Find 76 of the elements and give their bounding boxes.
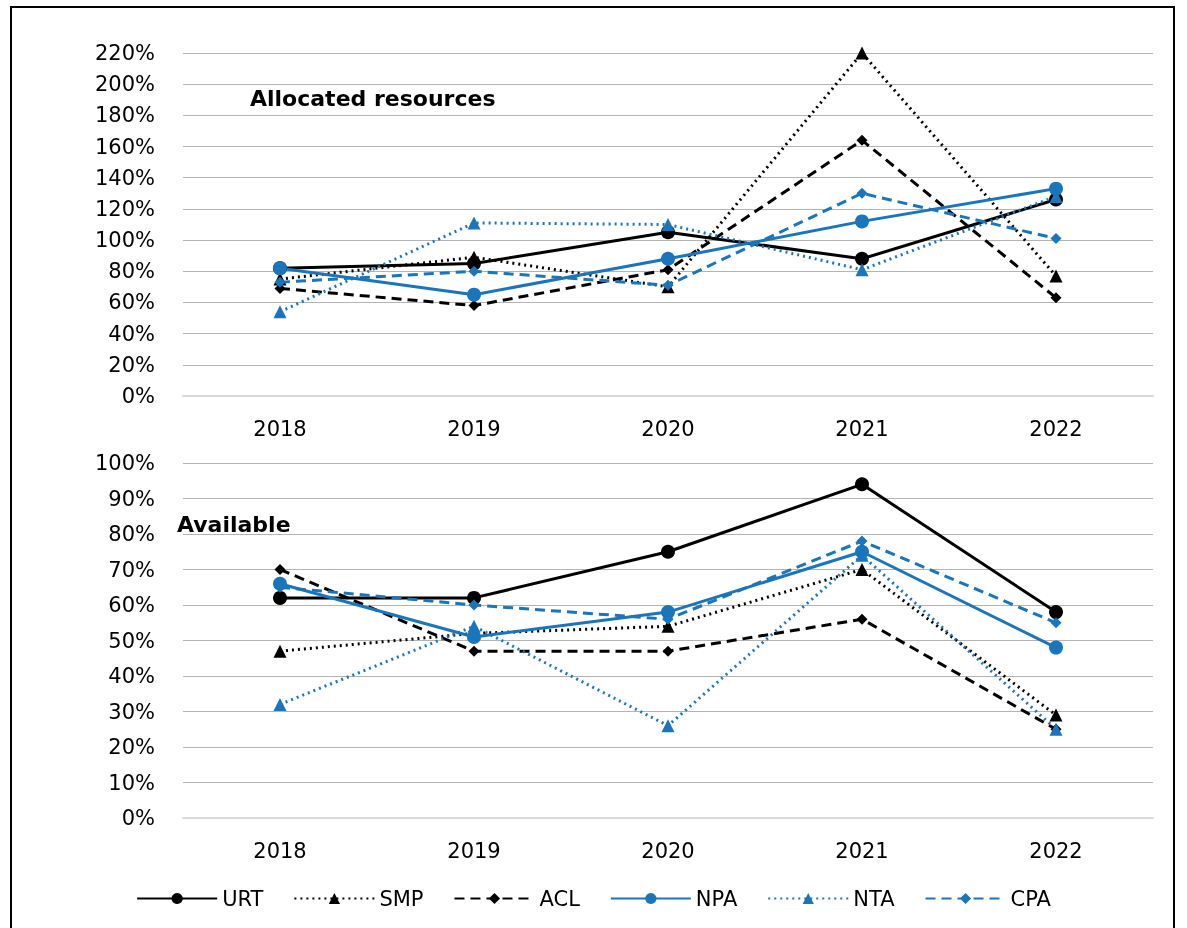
x-tick-label: 2019 — [447, 416, 501, 441]
y-tick-label: 20% — [108, 352, 155, 377]
legend-label: NPA — [695, 886, 738, 911]
legend-label: ACL — [539, 886, 581, 911]
point — [1050, 617, 1062, 629]
point — [467, 619, 481, 633]
x-tick-label: 2019 — [447, 838, 501, 863]
point — [1050, 292, 1062, 304]
x-tick-label: 2018 — [253, 416, 307, 441]
point — [661, 218, 675, 231]
point — [855, 563, 869, 576]
y-tick-label: 140% — [94, 165, 155, 190]
y-tick-label: 20% — [108, 735, 155, 759]
y-tick-label: 40% — [108, 664, 155, 688]
y-tick-label: 200% — [94, 72, 155, 97]
point — [1049, 708, 1063, 722]
point — [662, 645, 674, 657]
point — [468, 645, 480, 657]
point — [855, 46, 869, 60]
legend-label: SMP — [379, 886, 424, 911]
y-tick-label: 0% — [121, 384, 155, 408]
y-tick-label: 60% — [108, 593, 155, 617]
y-tick-label: 80% — [108, 259, 155, 284]
point — [1050, 233, 1062, 245]
point — [273, 590, 287, 605]
y-tick-label: 90% — [108, 486, 155, 511]
y-tick-label: 220% — [94, 41, 155, 65]
point — [856, 187, 868, 199]
point — [855, 214, 869, 229]
x-tick-label: 2022 — [1029, 838, 1083, 863]
point — [855, 251, 869, 266]
point — [1049, 269, 1063, 283]
x-tick-label: 2022 — [1029, 416, 1083, 441]
point — [661, 719, 675, 733]
y-tick-label: 160% — [94, 134, 155, 159]
text: Allocated resources — [250, 85, 496, 111]
y-tick-label: 180% — [94, 103, 155, 128]
point — [661, 251, 675, 266]
x-tick-label: 2021 — [835, 416, 889, 441]
legend-label: CPA — [1010, 886, 1052, 911]
y-tick-label: 0% — [121, 806, 155, 830]
x-tick-label: 2018 — [253, 838, 307, 863]
point — [273, 644, 287, 658]
y-tick-label: 10% — [108, 770, 155, 795]
point — [273, 305, 287, 319]
y-tick-label: 40% — [108, 321, 155, 346]
point — [855, 477, 869, 492]
point — [1049, 640, 1063, 655]
y-tick-label: 120% — [94, 196, 155, 221]
point — [273, 697, 287, 711]
text: Available — [177, 511, 291, 537]
point — [467, 287, 481, 302]
y-tick-label: 100% — [94, 228, 155, 253]
point — [662, 264, 674, 276]
point — [468, 599, 480, 611]
point — [467, 216, 481, 230]
x-tick-label: 2020 — [641, 838, 695, 863]
point — [468, 300, 480, 312]
point — [274, 564, 286, 575]
point — [468, 265, 480, 277]
point — [856, 613, 868, 625]
y-tick-label: 70% — [108, 557, 155, 582]
x-tick-label: 2021 — [835, 838, 889, 863]
point — [855, 263, 869, 277]
legend-label: URT — [222, 886, 264, 911]
point — [856, 134, 868, 146]
point — [1049, 605, 1063, 620]
legend-label: NTA — [853, 886, 896, 911]
y-tick-label: 30% — [108, 699, 155, 724]
y-tick-label: 50% — [108, 628, 155, 653]
y-tick-label: 100% — [94, 451, 155, 475]
point — [661, 544, 675, 559]
point — [274, 276, 286, 288]
x-tick-label: 2020 — [641, 416, 695, 441]
y-tick-label: 60% — [108, 290, 155, 315]
y-tick-label: 80% — [108, 522, 155, 546]
